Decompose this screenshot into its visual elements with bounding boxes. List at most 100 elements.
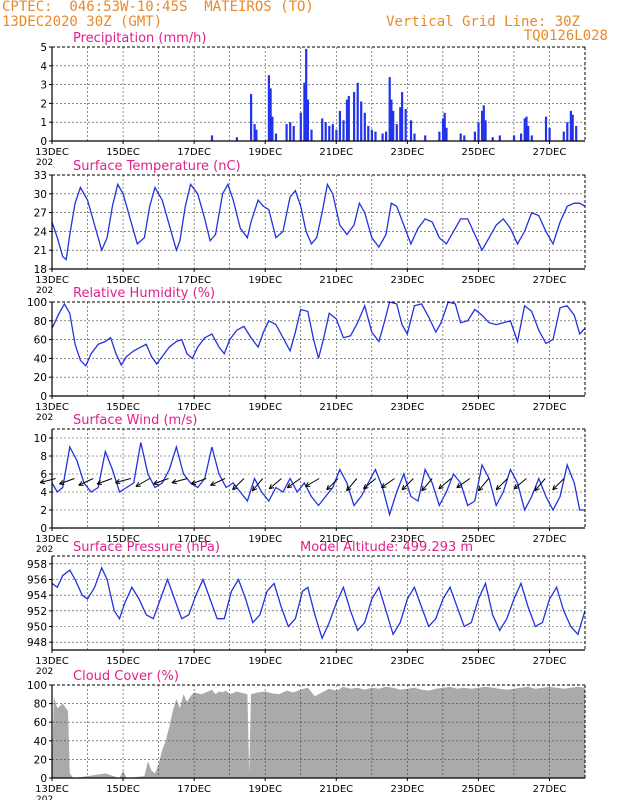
wind-vector-head — [380, 483, 385, 488]
precipitation-xtick-label: 25DEC — [462, 147, 496, 158]
wind-vector-head — [287, 486, 293, 489]
precipitation-bar — [544, 116, 548, 141]
wind-vector-head — [190, 480, 196, 485]
wind-vector — [305, 478, 320, 487]
temperature-ytick-label: 24 — [34, 226, 48, 238]
wind-title: Surface Wind (m/s) — [73, 413, 197, 428]
wind-vector-head — [40, 482, 46, 485]
wind-vector-head — [191, 483, 197, 485]
wind-xtick-label: 25DEC — [462, 534, 496, 545]
wind-vector-head — [513, 487, 520, 490]
wind-vector-head — [421, 485, 424, 491]
wind-vector-head — [456, 483, 460, 488]
temperature-xtick-label: 21DEC — [319, 275, 353, 286]
wind-vector-head — [478, 488, 484, 492]
temperature-xtick-label: 25DEC — [462, 275, 496, 286]
pressure-xtick-label: 15DEC — [106, 656, 140, 667]
precipitation-bar — [363, 112, 366, 141]
humidity-ytick-label: 60 — [34, 335, 47, 347]
pressure-xtick-label: 13DEC — [35, 656, 69, 667]
precipitation-bar — [385, 131, 388, 141]
pressure-xtick-label: 23DEC — [390, 656, 424, 667]
wind-vector — [153, 478, 169, 485]
cloud-year-note: 202 — [36, 795, 53, 800]
wind-line — [51, 442, 585, 517]
precipitation-bar — [548, 127, 551, 141]
wind-xtick-label: 23DEC — [390, 534, 424, 545]
precipitation-bar — [269, 88, 272, 141]
wind-vector-head — [346, 488, 352, 492]
precipitation-bar — [250, 94, 253, 141]
humidity-title: Relative Humidity (%) — [73, 286, 215, 301]
humidity-xtick-label: 19DEC — [248, 402, 282, 413]
precipitation-title: Precipitation (mm/h) — [73, 31, 206, 46]
header-station: CPTEC: 046:53W-10:45S MATEIROS (TO) — [2, 0, 314, 15]
precipitation-bar — [424, 135, 427, 141]
wind-vector — [438, 478, 452, 490]
wind-vector-head — [401, 484, 405, 490]
precipitation-bar — [255, 129, 258, 141]
precipitation-bar — [342, 120, 345, 141]
cloud-title: Cloud Cover (%) — [73, 669, 179, 684]
precipitation-bar — [566, 122, 569, 141]
cloud-xtick-label: 27DEC — [533, 784, 567, 795]
precipitation-bar — [370, 129, 373, 141]
humidity-line — [51, 301, 586, 368]
wind-vector — [252, 478, 264, 492]
wind-vector — [421, 478, 433, 492]
cloud-xtick-label: 17DEC — [177, 784, 211, 795]
precipitation-year-note: 202 — [36, 158, 53, 168]
header-date: 13DEC2020 30Z (GMT) — [2, 14, 163, 30]
precipitation-bar — [210, 135, 214, 141]
precipitation-bar — [463, 135, 466, 141]
precipitation-bar — [381, 133, 384, 141]
humidity-xtick-label: 25DEC — [462, 402, 496, 413]
pressure-xtick-label: 17DEC — [177, 656, 211, 667]
wind-vector — [78, 478, 94, 486]
precipitation-ytick-label: 1 — [40, 117, 47, 129]
precipitation-bar — [374, 131, 377, 141]
header-grid-line: Vertical Grid Line: 30Z — [386, 14, 580, 30]
precipitation-bar — [438, 131, 441, 141]
precipitation-bar — [527, 126, 530, 141]
humidity-year-note: 202 — [36, 413, 53, 423]
wind-vector-head — [78, 481, 83, 486]
precipitation-bar — [310, 129, 313, 141]
wind-vector-head — [171, 479, 177, 483]
wind-vector — [135, 478, 150, 487]
humidity-ytick-label: 20 — [34, 372, 47, 384]
precipitation-bar — [498, 135, 501, 141]
pressure-ytick-label: 956 — [27, 575, 47, 587]
pressure-ytick-label: 958 — [27, 559, 47, 571]
pressure-year-note: 202 — [36, 667, 53, 677]
wind-vector — [495, 478, 508, 491]
pressure-xtick-label: 19DEC — [248, 656, 282, 667]
precipitation-bar — [347, 95, 350, 141]
wind-vector-head — [59, 483, 65, 485]
precipitation-xtick-label: 23DEC — [390, 147, 424, 158]
temperature-ytick-label: 30 — [34, 189, 47, 201]
wind-ytick-label: 8 — [40, 451, 47, 463]
precipitation-bar — [562, 131, 565, 141]
temperature-xtick-label: 17DEC — [177, 275, 211, 286]
precipitation-bar — [512, 135, 516, 141]
wind-vector-head — [153, 480, 158, 485]
wind-xtick-label: 19DEC — [248, 534, 282, 545]
precipitation-bar — [404, 109, 407, 141]
pressure-ytick-label: 950 — [27, 622, 47, 634]
wind-vector-head — [251, 485, 255, 491]
precipitation-bar — [303, 82, 306, 141]
temperature-xtick-label: 27DEC — [533, 275, 567, 286]
cloud-ytick-label: 100 — [27, 680, 47, 692]
wind-xtick-label: 15DEC — [106, 534, 140, 545]
precipitation-bar — [390, 99, 393, 141]
wind-vector-head — [268, 484, 272, 489]
precipitation-bar — [345, 99, 349, 141]
cloud-xtick-label: 19DEC — [248, 784, 282, 795]
wind-vector-head — [513, 483, 517, 490]
wind-vector — [171, 478, 188, 484]
cloud-area — [52, 686, 585, 778]
precipitation-bar — [267, 75, 270, 141]
precipitation-xtick-label: 15DEC — [106, 147, 140, 158]
cloud-xtick-label: 25DEC — [462, 784, 496, 795]
